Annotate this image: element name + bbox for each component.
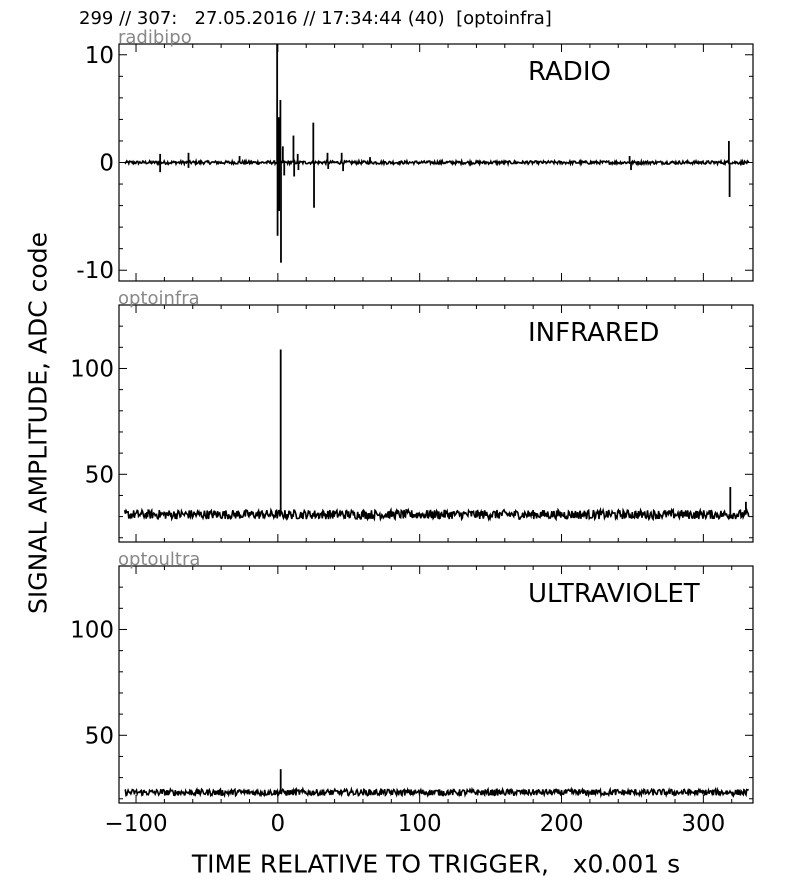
y-tick-label: 0 (99, 151, 114, 177)
y-tick-label: 100 (70, 617, 114, 643)
plot-frame-optoinfra (118, 304, 754, 543)
y-tick-label: -10 (76, 258, 114, 284)
x-tick-label: 0 (271, 811, 286, 837)
figure-header: 299 // 307: 27.05.2016 // 17:34:44 (40) … (79, 8, 552, 29)
x-axis-label: TIME RELATIVE TO TRIGGER, x0.001 s (191, 849, 681, 879)
x-tick-label: −100 (104, 811, 167, 837)
y-tick-label: 50 (85, 462, 114, 488)
y-tick-label: 100 (70, 356, 114, 382)
channel-label-optoinfra: optoinfra (118, 288, 200, 309)
channel-label-optoultra: optoultra (118, 549, 200, 570)
y-tick-label: 50 (85, 723, 114, 749)
panel-title-infrared: INFRARED (528, 318, 659, 348)
x-tick-label: 300 (681, 811, 725, 837)
panel-title-radio: RADIO (528, 57, 611, 87)
signal-trace-optoultra (124, 786, 750, 799)
signal-trace-optoinfra (123, 506, 750, 522)
plot-frame-optoultra (118, 565, 754, 804)
channel-label-radibipo: radibipo (118, 27, 192, 48)
signal-trace-radibipo (124, 157, 750, 167)
x-tick-label: 200 (540, 811, 584, 837)
y-tick-label: 10 (85, 43, 114, 69)
panel-title-ultraviolet: ULTRAVIOLET (528, 579, 700, 609)
x-tick-label: 100 (398, 811, 442, 837)
